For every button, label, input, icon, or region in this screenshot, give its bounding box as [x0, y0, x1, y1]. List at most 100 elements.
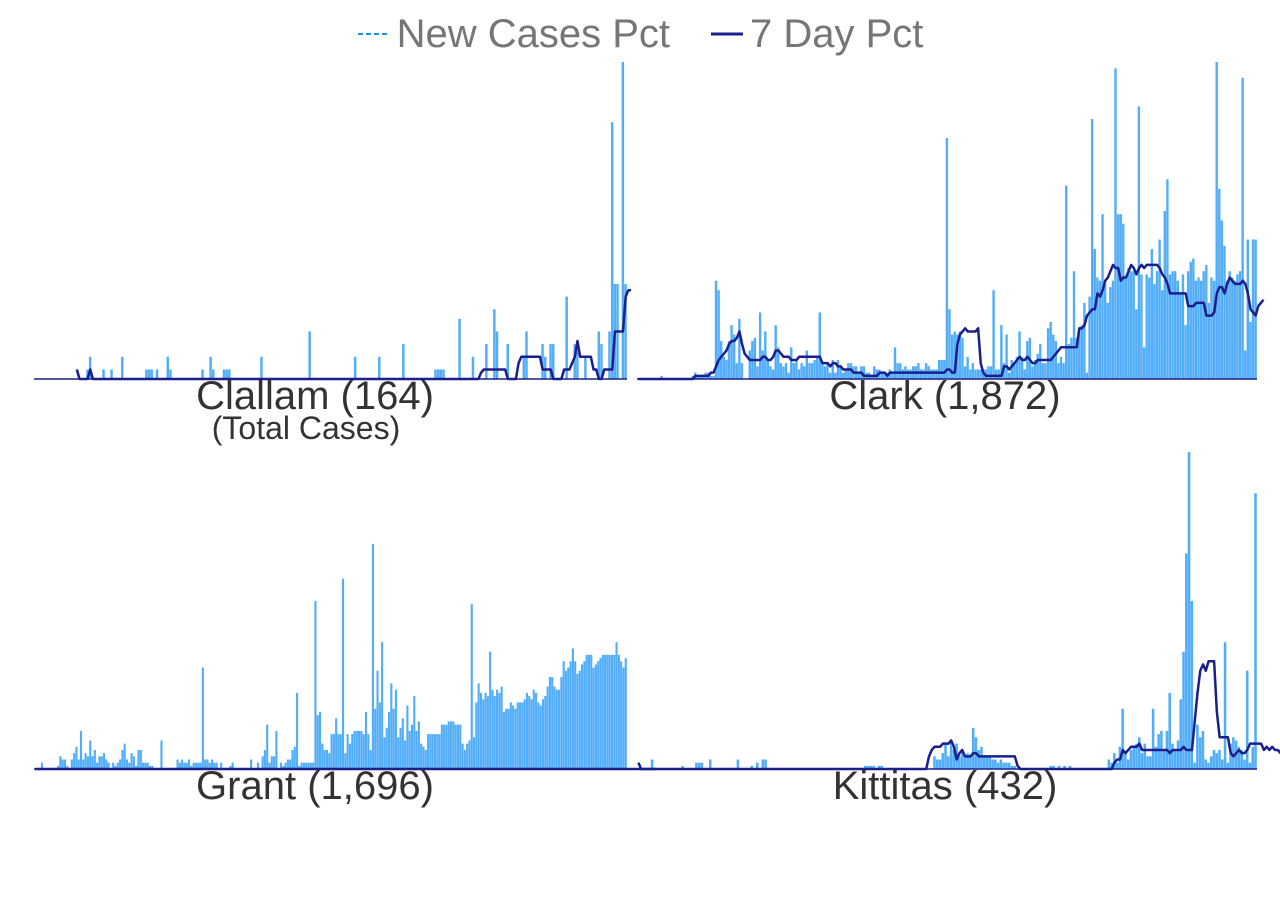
new-cases-bar [415, 730, 418, 769]
new-cases-bar [220, 762, 223, 769]
new-cases-bar [183, 762, 186, 769]
new-cases-bar [735, 363, 738, 379]
new-cases-bar [1036, 353, 1039, 379]
new-cases-bar [1015, 356, 1019, 379]
new-cases-bar [491, 689, 494, 769]
new-cases-bar [1201, 730, 1205, 769]
new-cases-bar [458, 318, 461, 379]
new-cases-bar [275, 730, 278, 769]
new-cases-bar [413, 696, 416, 769]
new-cases-bar [974, 369, 977, 379]
new-cases-bar [1106, 302, 1109, 379]
new-cases-bar [899, 363, 902, 379]
new-cases-bar [1198, 737, 1202, 769]
new-cases-bar [279, 762, 283, 769]
new-cases-bar [1220, 220, 1224, 379]
new-cases-bar [1243, 759, 1246, 769]
new-cases-bar [604, 654, 607, 769]
new-cases-bar [360, 730, 363, 769]
new-cases-bar [1212, 749, 1216, 769]
new-cases-bar [489, 651, 492, 769]
new-cases-bar [771, 369, 775, 379]
new-cases-bar [1157, 734, 1160, 769]
new-cases-bar [121, 356, 124, 379]
new-cases-bar [1161, 290, 1164, 379]
new-cases-bar [374, 708, 377, 769]
new-cases-bar [516, 702, 519, 769]
new-cases-bar [1107, 759, 1111, 769]
new-cases-bar [761, 350, 764, 379]
new-cases-bar [256, 762, 260, 769]
new-cases-bar [748, 350, 751, 379]
new-cases-bar [1075, 337, 1078, 379]
new-cases-bar [764, 759, 767, 769]
new-cases-bar [594, 664, 597, 769]
new-cases-bar [790, 347, 793, 379]
new-cases-bar [1194, 280, 1198, 379]
new-cases-bar [228, 369, 231, 379]
new-cases-bar [144, 762, 147, 769]
new-cases-bar [1173, 749, 1177, 769]
new-cases-bar [834, 372, 837, 379]
new-cases-bar [1168, 692, 1171, 769]
new-cases-bar [447, 721, 450, 769]
new-cases-bar [792, 363, 796, 379]
new-cases-bar [155, 369, 159, 379]
new-cases-bar [1228, 271, 1231, 379]
new-cases-bar [836, 359, 840, 379]
new-cases-bar [736, 759, 740, 769]
new-cases-bar [1059, 356, 1063, 379]
new-cases-bar [994, 369, 998, 379]
new-cases-bar [1229, 743, 1232, 769]
new-cases-bar [847, 363, 850, 379]
new-cases-bar [1205, 264, 1208, 379]
new-cases-bar [960, 749, 964, 769]
new-cases-bar [1096, 277, 1099, 379]
new-cases-bar [100, 756, 103, 769]
new-cases-bar [86, 756, 89, 769]
legend-item-7-day: 7 Day Pct [710, 10, 923, 58]
new-cases-bar [1049, 765, 1052, 769]
new-cases-bar [188, 759, 191, 769]
new-cases-bar [622, 667, 625, 769]
new-cases-bar [1179, 293, 1182, 379]
new-cases-bar [953, 331, 956, 379]
new-cases-bar [883, 372, 886, 379]
new-cases-bar [787, 372, 790, 379]
new-cases-bar [1083, 302, 1086, 379]
new-cases-bar [1162, 749, 1166, 769]
seven-day-line [75, 288, 632, 381]
new-cases-bar [935, 369, 938, 379]
new-cases-bar [146, 762, 149, 769]
new-cases-bar [966, 356, 969, 379]
new-cases-bar [985, 756, 989, 769]
new-cases-bar [818, 312, 821, 379]
new-cases-bar [166, 356, 169, 379]
new-cases-bar [608, 331, 611, 379]
new-cases-bar [63, 759, 66, 769]
new-cases-bar [621, 62, 625, 379]
new-cases-bar [1098, 280, 1102, 379]
new-cases-bar [944, 743, 947, 769]
new-cases-bar [325, 749, 329, 769]
new-cases-bar [971, 363, 975, 379]
new-cases-bar [110, 369, 113, 379]
new-cases-bar [86, 369, 89, 379]
new-cases-bar [114, 765, 117, 769]
new-cases-bar [346, 734, 349, 769]
new-cases-bar [1176, 280, 1179, 379]
new-cases-bar [498, 692, 501, 769]
new-cases-bar [1041, 363, 1045, 379]
new-cases-bar [1163, 210, 1166, 379]
new-cases-bar [284, 762, 287, 769]
new-cases-bar [1248, 762, 1252, 769]
new-cases-bar [1070, 337, 1073, 379]
new-cases-bar [484, 692, 487, 769]
new-cases-bar [712, 375, 715, 379]
new-cases-bar [225, 369, 228, 379]
new-cases-bar [1186, 271, 1190, 379]
new-cases-bar [1068, 765, 1072, 769]
new-cases-bar [714, 280, 718, 379]
new-cases-bar [558, 689, 561, 769]
new-cases-bar [831, 359, 834, 379]
